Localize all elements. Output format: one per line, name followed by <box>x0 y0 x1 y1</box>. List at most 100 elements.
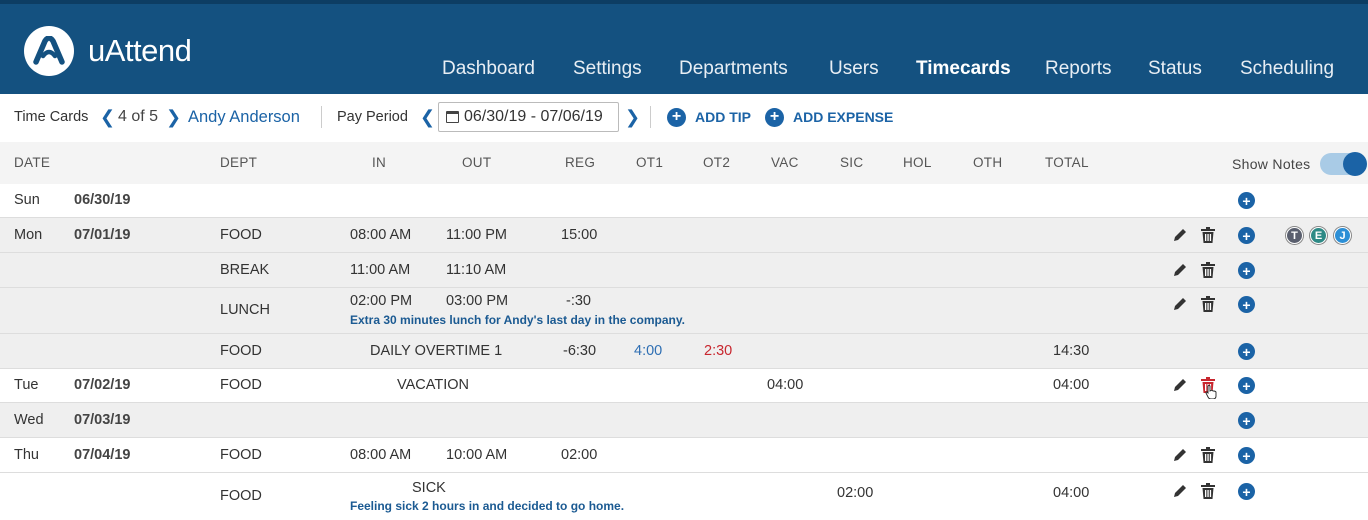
nav-dashboard[interactable]: Dashboard <box>442 58 535 79</box>
row-date: 07/03/19 <box>74 412 131 428</box>
add-punch-button[interactable]: + <box>1238 447 1255 464</box>
trash-icon[interactable] <box>1201 447 1215 463</box>
plus-circle-icon: + <box>765 107 784 127</box>
row-vac: 04:00 <box>767 377 804 393</box>
nav-departments[interactable]: Departments <box>679 58 788 79</box>
plus-circle-icon: + <box>667 107 686 127</box>
trash-icon[interactable] <box>1201 227 1215 243</box>
nav-status[interactable]: Status <box>1148 58 1202 79</box>
badge-t[interactable]: T <box>1286 227 1303 244</box>
add-tip-button[interactable]: + ADD TIP <box>667 94 751 140</box>
add-punch-button[interactable]: + <box>1238 483 1255 500</box>
table-row: BREAK 11:00 AM 11:10 AM + <box>0 253 1368 288</box>
row-dept: BREAK <box>220 262 270 278</box>
row-dept: FOOD <box>220 343 262 359</box>
row-date: 06/30/19 <box>74 192 131 208</box>
row-in: 08:00 AM <box>350 447 412 463</box>
row-out: 11:00 PM <box>446 227 507 243</box>
hand-cursor-icon <box>1205 385 1217 399</box>
divider <box>650 106 651 128</box>
add-tip-label: ADD TIP <box>695 109 751 125</box>
show-notes-control: Show Notes <box>1232 152 1368 176</box>
pay-period-label: Pay Period <box>337 109 408 125</box>
app-logo[interactable]: uAttend <box>24 26 192 76</box>
col-reg: REG <box>565 155 596 170</box>
pencil-icon[interactable] <box>1172 377 1188 393</box>
col-date: DATE <box>14 155 51 170</box>
trash-icon[interactable] <box>1201 262 1215 278</box>
row-dept: FOOD <box>220 488 262 504</box>
row-reg: 02:00 <box>561 447 598 463</box>
row-ot2: 2:30 <box>704 343 733 359</box>
pay-period-picker[interactable]: 06/30/19 - 07/06/19 <box>438 102 619 132</box>
prev-timecard-button[interactable]: ❮ <box>100 94 115 140</box>
add-punch-button[interactable]: + <box>1238 262 1255 279</box>
pencil-icon[interactable] <box>1172 227 1188 243</box>
col-in: IN <box>372 155 387 170</box>
row-dept: FOOD <box>220 447 262 463</box>
row-day: Tue <box>14 377 39 393</box>
add-punch-button[interactable]: + <box>1238 192 1255 209</box>
add-punch-button[interactable]: + <box>1238 296 1255 313</box>
col-ot1: OT1 <box>636 155 664 170</box>
pencil-icon[interactable] <box>1172 447 1188 463</box>
nav-users[interactable]: Users <box>829 58 879 79</box>
add-punch-button[interactable]: + <box>1238 227 1255 244</box>
row-ot1: 4:00 <box>634 343 663 359</box>
table-row: LUNCH 02:00 PM 03:00 PM -:30 Extra 30 mi… <box>0 288 1368 334</box>
pencil-icon[interactable] <box>1172 483 1188 499</box>
row-total: 04:00 <box>1053 377 1090 393</box>
nav-timecards[interactable]: Timecards <box>916 58 1011 79</box>
row-dept: FOOD <box>220 377 262 393</box>
divider <box>321 106 322 128</box>
row-reg: 15:00 <box>561 227 598 243</box>
row-entry-label: DAILY OVERTIME 1 <box>370 343 503 359</box>
next-period-button[interactable]: ❯ <box>625 94 640 140</box>
trash-icon[interactable] <box>1201 296 1215 312</box>
row-reg: -6:30 <box>563 343 597 359</box>
table-row: Thu 07/04/19 FOOD 08:00 AM 10:00 AM 02:0… <box>0 438 1368 473</box>
prev-period-button[interactable]: ❮ <box>420 94 435 140</box>
badge-e[interactable]: E <box>1310 227 1327 244</box>
row-total: 14:30 <box>1053 343 1090 359</box>
table-row: FOOD DAILY OVERTIME 1 -6:30 4:00 2:30 14… <box>0 334 1368 369</box>
table-row: Wed 07/03/19 + <box>0 403 1368 438</box>
row-day: Mon <box>14 227 43 243</box>
toggle-knob <box>1343 152 1368 176</box>
col-sic: SIC <box>840 155 864 170</box>
row-date: 07/01/19 <box>74 227 131 243</box>
pencil-icon[interactable] <box>1172 262 1188 278</box>
chevron-right-icon: ❯ <box>625 106 641 127</box>
col-oth: OTH <box>973 155 1003 170</box>
row-date: 07/04/19 <box>74 447 131 463</box>
row-day: Thu <box>14 447 39 463</box>
row-note: Feeling sick 2 hours in and decided to g… <box>350 499 625 513</box>
trash-icon[interactable] <box>1201 483 1215 499</box>
next-timecard-button[interactable]: ❯ <box>166 94 181 140</box>
row-reg: -:30 <box>566 293 591 309</box>
col-vac: VAC <box>771 155 799 170</box>
pencil-icon[interactable] <box>1172 296 1188 312</box>
add-expense-button[interactable]: + ADD EXPENSE <box>765 94 893 140</box>
chevron-left-icon: ❮ <box>100 106 116 127</box>
row-dept: FOOD <box>220 227 262 243</box>
badge-j[interactable]: J <box>1334 227 1351 244</box>
row-dept: LUNCH <box>220 302 270 318</box>
row-entry-label: SICK <box>412 480 446 496</box>
nav-scheduling[interactable]: Scheduling <box>1240 58 1335 79</box>
table-row: Sun 06/30/19 + <box>0 184 1368 218</box>
add-punch-button[interactable]: + <box>1238 343 1255 360</box>
calendar-icon <box>446 111 459 123</box>
nav-settings[interactable]: Settings <box>573 58 642 79</box>
col-hol: HOL <box>903 155 932 170</box>
add-punch-button[interactable]: + <box>1238 412 1255 429</box>
nav-reports[interactable]: Reports <box>1045 58 1112 79</box>
row-date: 07/02/19 <box>74 377 131 393</box>
row-in: 02:00 PM <box>350 293 413 309</box>
col-dept: DEPT <box>220 155 258 170</box>
chevron-left-icon: ❮ <box>420 106 436 127</box>
table-row: Mon 07/01/19 FOOD 08:00 AM 11:00 PM 15:0… <box>0 218 1368 253</box>
employee-name-link[interactable]: Andy Anderson <box>188 107 300 126</box>
add-punch-button[interactable]: + <box>1238 377 1255 394</box>
show-notes-toggle[interactable] <box>1320 152 1368 176</box>
